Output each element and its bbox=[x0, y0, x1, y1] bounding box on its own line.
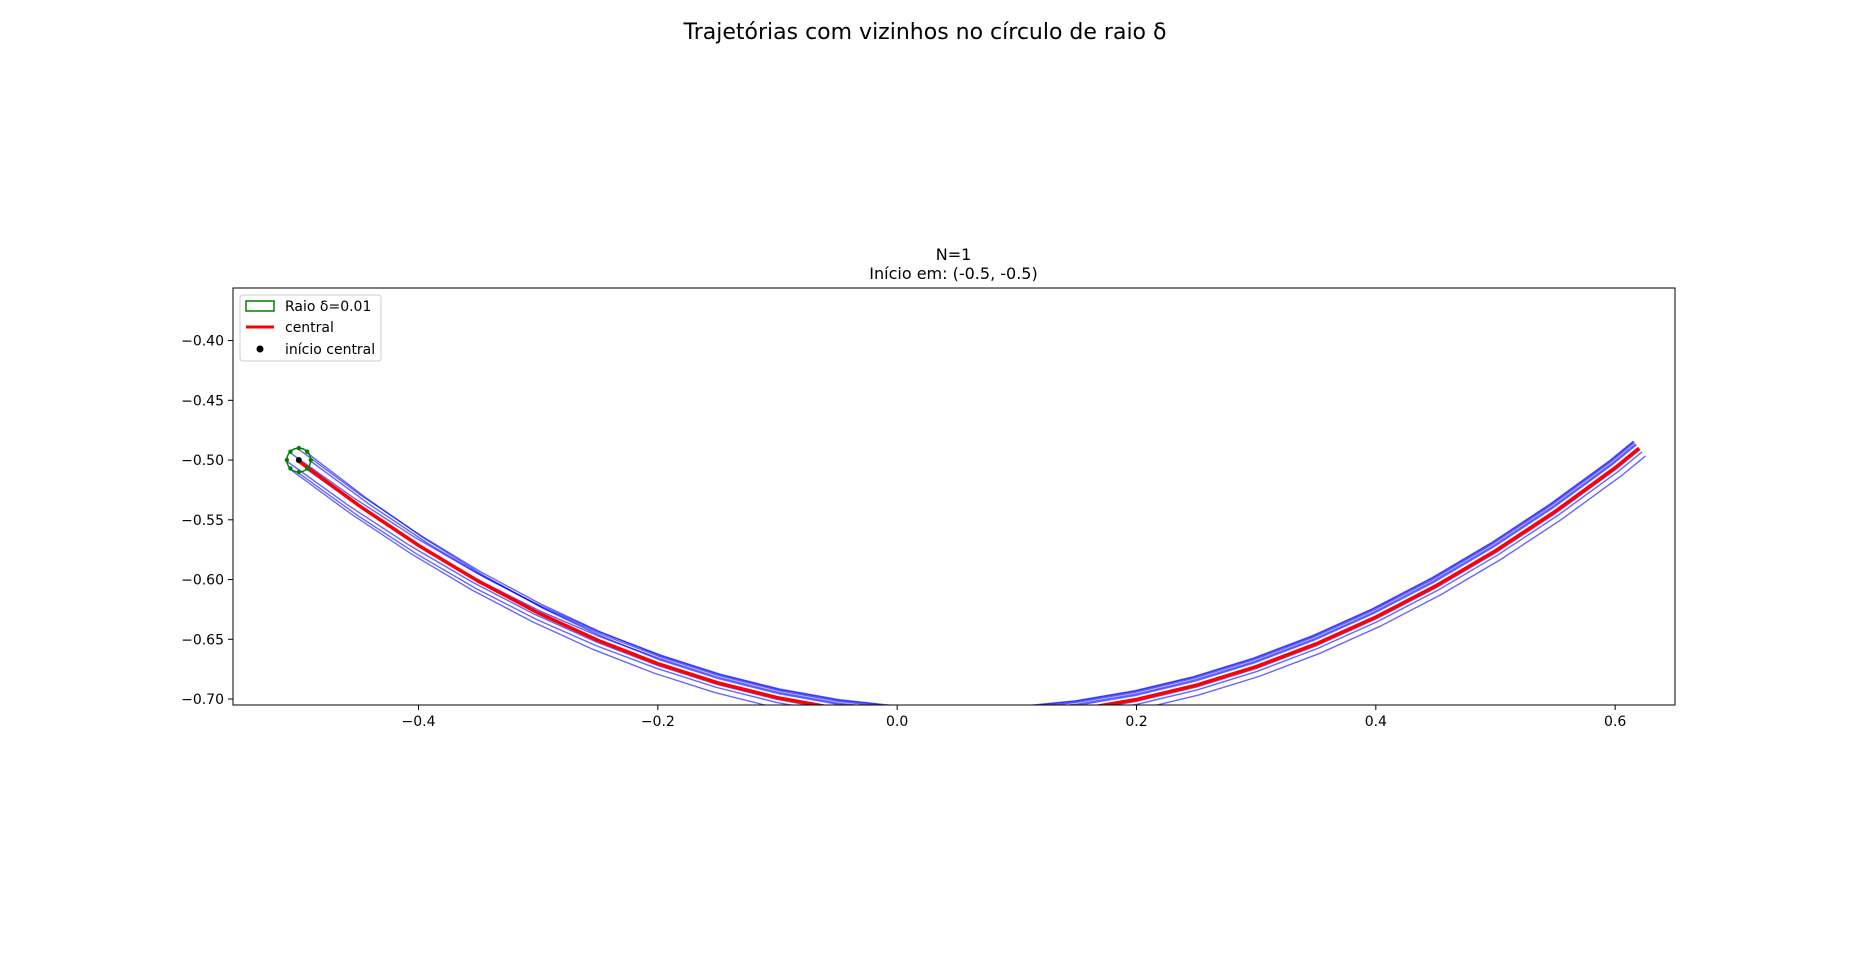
axes-frame bbox=[232, 287, 1676, 706]
legend-box bbox=[239, 294, 382, 362]
central-start-point bbox=[295, 457, 302, 464]
neighbor-start-point bbox=[304, 466, 310, 471]
neighbor-start-point bbox=[304, 449, 310, 454]
neighbor-trajectory-line bbox=[290, 455, 1646, 705]
legend-patch-radius bbox=[245, 300, 275, 312]
axes-title-line2: Início em: (-0.5, -0.5) bbox=[869, 264, 1037, 283]
x-tick-label: 0.6 bbox=[1604, 714, 1626, 730]
y-axis: −0.40 −0.45 −0.50 −0.55 −0.60 −0.65 −0.70 bbox=[181, 334, 233, 708]
y-tick-label: −0.65 bbox=[181, 632, 224, 648]
legend-label-central: central bbox=[285, 320, 334, 336]
neighbor-start-point bbox=[284, 457, 290, 463]
start-markers bbox=[284, 445, 313, 475]
y-tick-label: −0.50 bbox=[181, 453, 224, 469]
neighbor-start-point bbox=[308, 457, 313, 463]
neighbor-trajectories bbox=[286, 440, 1646, 705]
neighbor-start-point bbox=[288, 449, 293, 454]
y-tick-label: −0.70 bbox=[181, 692, 224, 708]
x-axis: −0.4 −0.2 0.0 0.2 0.4 0.6 bbox=[401, 705, 1626, 730]
neighbor-trajectory-line bbox=[290, 440, 1634, 705]
legend-label-start: início central bbox=[285, 342, 375, 358]
legend-label-radius: Raio δ=0.01 bbox=[285, 299, 371, 315]
central-trajectory-group bbox=[297, 446, 1641, 705]
y-tick-label: −0.40 bbox=[181, 334, 224, 350]
neighbor-start-point bbox=[296, 469, 302, 475]
y-tick-label: −0.55 bbox=[181, 513, 224, 529]
neighbor-trajectory-line bbox=[306, 443, 1637, 705]
neighbor-trajectory-line bbox=[298, 451, 1643, 705]
x-tick-label: 0.0 bbox=[886, 714, 908, 730]
plot-area bbox=[284, 440, 1646, 705]
x-tick-label: −0.2 bbox=[641, 714, 675, 730]
legend-marker-start bbox=[256, 345, 264, 353]
x-tick-label: −0.4 bbox=[401, 714, 435, 730]
figure-suptitle: Trajetórias com vizinhos no círculo de r… bbox=[683, 20, 1167, 45]
axes-title-line1: N=1 bbox=[936, 245, 972, 264]
y-tick-label: −0.45 bbox=[181, 393, 224, 409]
y-tick-label: −0.60 bbox=[181, 573, 224, 589]
neighbor-trajectory-line bbox=[298, 441, 1635, 705]
central-trajectory-line bbox=[297, 446, 1641, 705]
neighbor-start-point bbox=[296, 445, 302, 451]
x-tick-label: 0.2 bbox=[1125, 714, 1147, 730]
neighbor-trajectory-line bbox=[286, 448, 1641, 705]
x-tick-label: 0.4 bbox=[1365, 714, 1387, 730]
neighbor-start-point bbox=[288, 466, 293, 471]
legend: Raio δ=0.01 central início central bbox=[239, 294, 382, 362]
